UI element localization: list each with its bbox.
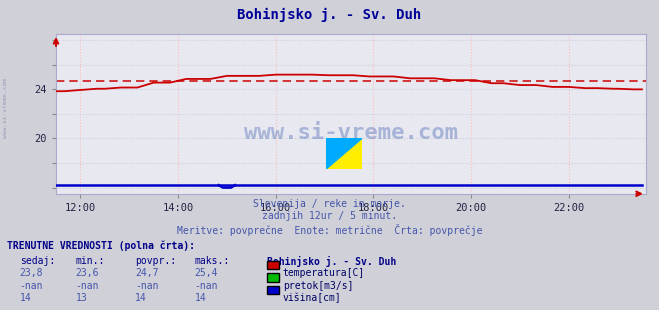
Text: TRENUTNE VREDNOSTI (polna črta):: TRENUTNE VREDNOSTI (polna črta):: [7, 240, 194, 251]
Text: pretok[m3/s]: pretok[m3/s]: [283, 281, 353, 290]
Text: sedaj:: sedaj:: [20, 256, 55, 266]
Text: Meritve: povprečne  Enote: metrične  Črta: povprečje: Meritve: povprečne Enote: metrične Črta:…: [177, 224, 482, 236]
Text: Bohinjsko j. - Sv. Duh: Bohinjsko j. - Sv. Duh: [267, 256, 396, 267]
Polygon shape: [326, 138, 362, 169]
Text: višina[cm]: višina[cm]: [283, 293, 341, 303]
Text: 23,6: 23,6: [76, 268, 100, 278]
Text: Bohinjsko j. - Sv. Duh: Bohinjsko j. - Sv. Duh: [237, 8, 422, 22]
Text: 24,7: 24,7: [135, 268, 159, 278]
Text: 23,8: 23,8: [20, 268, 43, 278]
Text: povpr.:: povpr.:: [135, 256, 176, 266]
Text: 14: 14: [194, 293, 206, 303]
Polygon shape: [326, 138, 362, 169]
Text: -nan: -nan: [76, 281, 100, 290]
Text: -nan: -nan: [135, 281, 159, 290]
Text: 14: 14: [135, 293, 147, 303]
Text: www.si-vreme.com: www.si-vreme.com: [3, 78, 8, 139]
Text: Slovenija / reke in morje.: Slovenija / reke in morje.: [253, 199, 406, 209]
Text: www.si-vreme.com: www.si-vreme.com: [244, 123, 458, 143]
Text: zadnjih 12ur / 5 minut.: zadnjih 12ur / 5 minut.: [262, 211, 397, 221]
Text: -nan: -nan: [20, 281, 43, 290]
Text: 14: 14: [20, 293, 32, 303]
Text: min.:: min.:: [76, 256, 105, 266]
Text: -nan: -nan: [194, 281, 218, 290]
Text: maks.:: maks.:: [194, 256, 229, 266]
Text: 13: 13: [76, 293, 88, 303]
Text: 25,4: 25,4: [194, 268, 218, 278]
Text: temperatura[C]: temperatura[C]: [283, 268, 365, 278]
